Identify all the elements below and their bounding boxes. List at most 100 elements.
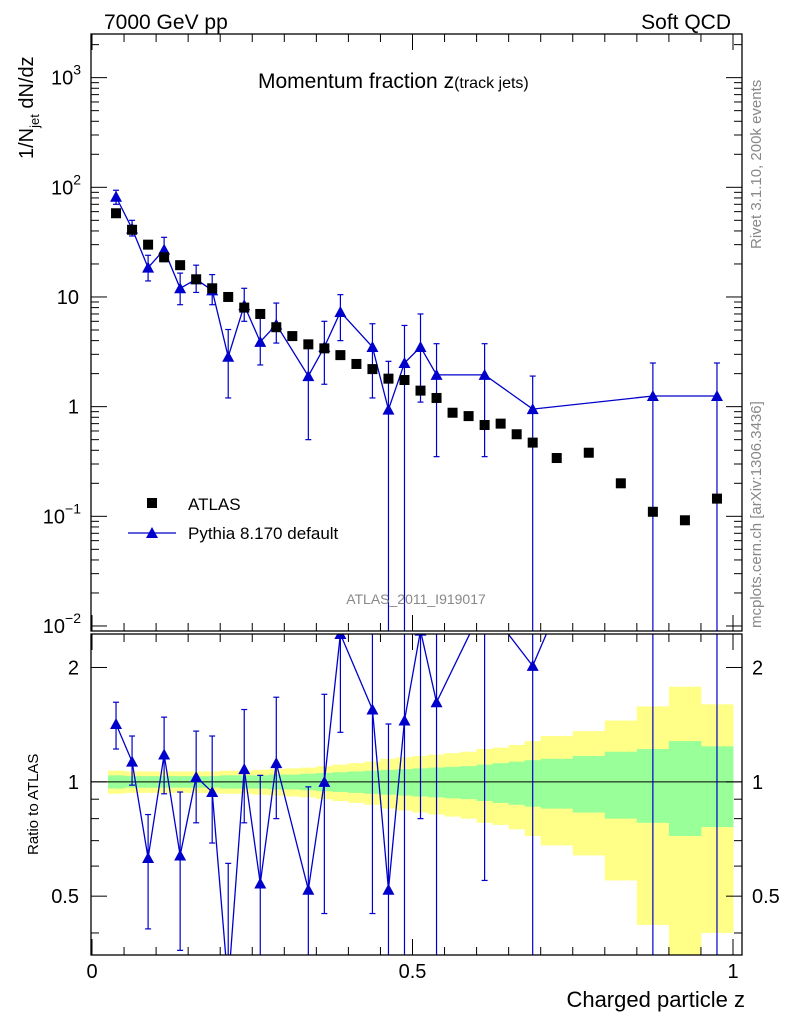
ratio-band-inner (540, 758, 574, 809)
main-ytick-label: 103 (51, 62, 81, 90)
ratio-point (318, 775, 331, 787)
atlas-point (303, 339, 314, 350)
ratio-ytick-label-left: 2 (68, 657, 79, 679)
pythia-point (174, 282, 187, 294)
ratio-ytick-label-left: 1 (68, 772, 79, 794)
legend-atlas-marker (147, 498, 157, 508)
pythia-point (142, 261, 155, 273)
atlas-point (495, 418, 506, 429)
ratio-frame (90, 633, 743, 956)
ratio-xtick-label: 0.5 (399, 961, 427, 983)
pythia-line (115, 196, 717, 412)
ratio-band-inner (460, 766, 478, 800)
ratio-point (222, 980, 234, 991)
energy-label: 7000 GeV pp (104, 11, 228, 34)
atlas-point (255, 308, 266, 319)
atlas-point (447, 407, 458, 418)
atlas-point (479, 420, 490, 431)
atlas-point (527, 437, 538, 448)
atlas-point (647, 506, 658, 517)
rivet-label: Rivet 3.1.10, 200k events (748, 80, 765, 249)
atlas-point (207, 283, 218, 294)
atlas-point (415, 385, 426, 396)
ratio-band-inner (668, 741, 702, 837)
ratio-point (382, 883, 395, 895)
ratio-point (366, 703, 379, 715)
ratio-ytick-label-right: 0.5 (752, 886, 780, 908)
pythia-point (398, 357, 411, 369)
ratio-point (398, 714, 411, 726)
ratio-point (526, 659, 539, 671)
main-ytick-label: 102 (51, 171, 81, 199)
atlas-point (383, 373, 394, 384)
pythia-point (158, 243, 171, 255)
pythia-point (222, 350, 235, 362)
atlas-point (319, 343, 330, 354)
atlas-point (463, 411, 474, 422)
ratio-point (174, 849, 187, 861)
ratio-line (115, 634, 548, 955)
ratio-point (158, 748, 171, 760)
atlas-point (679, 515, 690, 526)
atlas-point (583, 447, 594, 458)
ratio-xtick-label: 1 (727, 961, 738, 983)
pythia-point (302, 370, 315, 382)
main-frame (90, 33, 743, 632)
atlas-point (143, 239, 154, 250)
legend-pythia-label: Pythia 8.170 default (188, 524, 339, 543)
atlas-point (431, 392, 442, 403)
ratio-ytick-label-right: 1 (752, 772, 763, 794)
atlas-point (191, 274, 202, 285)
atlas-point (335, 350, 346, 361)
ratio-point (206, 786, 219, 798)
atlas-point (551, 453, 562, 464)
atlas-point (367, 364, 378, 375)
pythia-point (382, 403, 395, 415)
main-ylabel: 1/Njet dN/dz (16, 56, 42, 159)
atlas-point (351, 358, 362, 369)
analysis-label: ATLAS_2011_I919017 (346, 591, 486, 607)
ratio-point (110, 717, 123, 729)
pythia-point (254, 335, 267, 347)
main-ytick-label: 10 (57, 287, 79, 309)
ratio-point (430, 696, 443, 708)
plot-title: Momentum fraction z(track jets) (258, 70, 529, 93)
atlas-point (159, 252, 170, 263)
ratio-band-inner (572, 755, 606, 813)
ratio-point (142, 852, 155, 864)
ratio-plot-area (91, 634, 742, 991)
atlas-point (271, 322, 282, 333)
main-axes: 10−2 10−1 1 10 102 103 (43, 34, 742, 638)
ratio-point (238, 763, 251, 775)
main-ytick-label: 10−1 (43, 500, 81, 528)
ratio-ylabel: Ratio to ATLAS (25, 754, 42, 855)
atlas-point (511, 429, 522, 440)
process-label: Soft QCD (641, 11, 731, 34)
ratio-ytick-label-right: 2 (752, 657, 763, 679)
atlas-point (287, 331, 298, 342)
pythia-point (478, 368, 491, 380)
ratio-point (334, 634, 347, 639)
atlas-point (711, 493, 722, 504)
pythia-point (110, 190, 123, 202)
pythia-point (414, 340, 427, 352)
pythia-point (710, 390, 723, 402)
ratio-band-inner (604, 751, 638, 819)
atlas-point (111, 208, 122, 219)
ratio-band-inner (508, 761, 526, 805)
pythia-point (526, 403, 539, 415)
site-label: mcplots.cern.ch [arXiv:1306.3436] (748, 401, 765, 628)
main-ytick-label: 1 (68, 397, 79, 419)
atlas-point (175, 260, 186, 271)
legend-atlas-label: ATLAS (188, 495, 241, 514)
legend: ATLAS Pythia 8.170 default (128, 495, 339, 543)
ratio-band-outer (668, 686, 702, 955)
pythia-point (430, 368, 443, 380)
atlas-point (399, 374, 410, 385)
main-ytick-label: 10−2 (43, 610, 81, 638)
ratio-point (254, 877, 267, 889)
ratio-point (190, 770, 203, 782)
main-plot-area (110, 189, 723, 631)
ratio-axes: 0.5 0.5 1 1 2 2 0 0.5 1 (51, 634, 780, 983)
